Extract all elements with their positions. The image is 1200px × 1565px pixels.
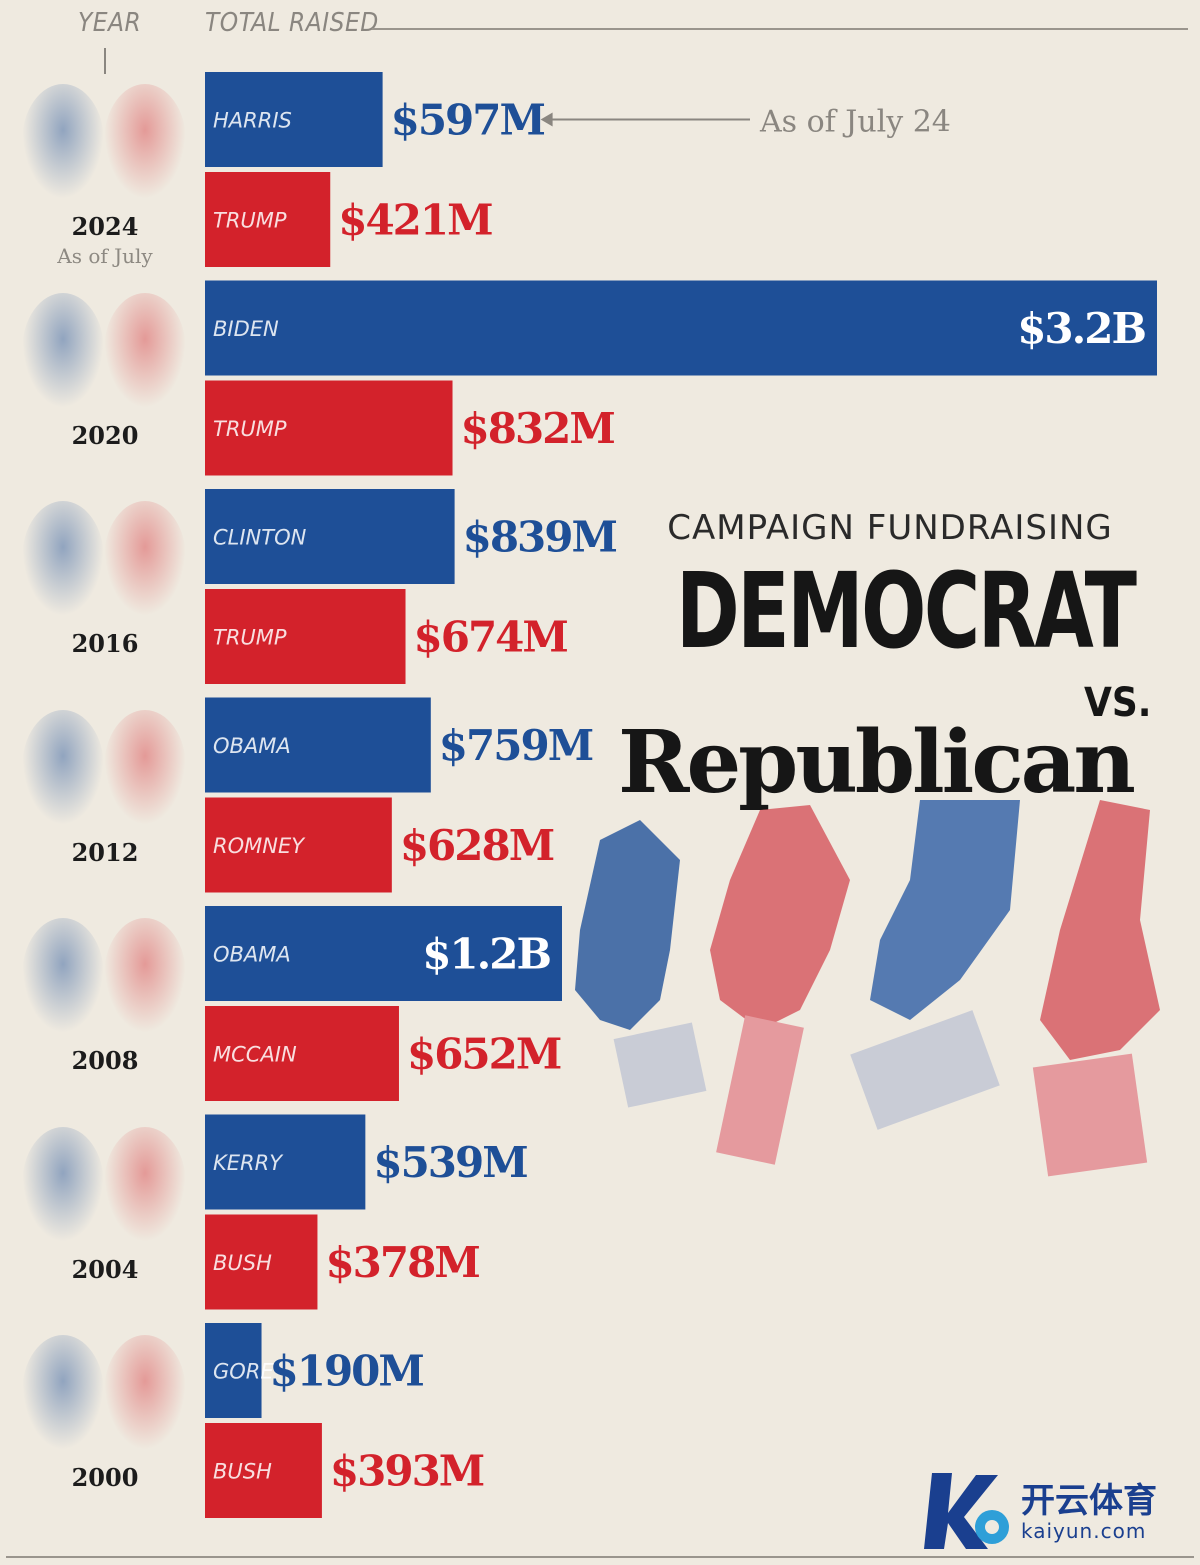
portrait-rep-2020 [104, 292, 186, 408]
title-vs: VS. [1084, 680, 1152, 726]
bar-rep-2008 [205, 1006, 399, 1101]
year-tick [104, 48, 106, 74]
value-label-rep-2004: $378M [325, 1238, 479, 1287]
hands-with-money-illustration [575, 800, 1160, 1177]
value-label-dem-2020: $3.2B [1017, 304, 1145, 353]
candidate-label-rep-2024: TRUMP [213, 209, 287, 233]
bar-dem-2008 [205, 906, 562, 1001]
bar-dem-2016 [205, 489, 455, 584]
portrait-rep-2000 [104, 1335, 186, 1450]
value-label-rep-2012: $628M [400, 821, 554, 870]
year-label-2012: 2012 [71, 837, 139, 867]
portrait-rep-2024 [104, 84, 186, 199]
value-label-dem-2012: $759M [439, 721, 593, 770]
portrait-dem-2004 [22, 1126, 104, 1242]
header-rule [372, 28, 1188, 30]
bar-dem-2012 [205, 697, 431, 793]
candidate-label-rep-2012: ROMNEY [213, 834, 306, 858]
year-label-2024: 2024 [71, 212, 139, 241]
bar-rep-2024 [205, 172, 331, 267]
title-republican: Republican [618, 712, 1136, 813]
title-block: CAMPAIGN FUNDRAISING DEMOCRAT VS. Republ… [600, 508, 1180, 813]
bar-dem-2004 [205, 1114, 366, 1210]
candidate-label-rep-2016: TRUMP [213, 626, 287, 650]
year-label-2008: 2008 [71, 1046, 139, 1075]
watermark: 开云体育 kaiyun.com [918, 1465, 1198, 1555]
portrait-dem-2016 [22, 501, 104, 616]
title-subtitle: CAMPAIGN FUNDRAISING [667, 508, 1113, 548]
portrait-dem-2000 [22, 1335, 104, 1450]
value-label-rep-2020: $832M [461, 404, 615, 453]
bar-rep-2016 [205, 589, 406, 684]
portrait-dem-2012 [22, 709, 104, 825]
portrait-rep-2004 [104, 1126, 186, 1242]
portrait-dem-2008 [22, 918, 104, 1033]
title-democrat: DEMOCRAT [676, 550, 1137, 672]
value-label-dem-2008: $1.2B [422, 930, 550, 979]
year-label-2004: 2004 [71, 1254, 139, 1284]
candidate-label-dem-2000: GORE [213, 1360, 274, 1384]
bar-dem-2024 [205, 72, 383, 167]
candidate-label-rep-2008: MCCAIN [213, 1043, 297, 1067]
value-label-dem-2024: $597M [391, 96, 545, 145]
year-2024-note: As of July [57, 244, 153, 268]
value-label-dem-2000: $190M [270, 1347, 424, 1396]
candidate-label-rep-2004: BUSH [213, 1251, 272, 1275]
bottom-rule [6, 1556, 1194, 1558]
candidate-label-rep-2000: BUSH [213, 1460, 272, 1484]
total-raised-column-header: TOTAL RAISED [205, 8, 379, 38]
bar-rep-2004 [205, 1214, 318, 1310]
year-label-2000: 2000 [71, 1463, 139, 1492]
watermark-url: kaiyun.com [1021, 1519, 1147, 1543]
portrait-dem-2024 [22, 84, 104, 199]
candidate-label-dem-2020: BIDEN [213, 317, 279, 341]
value-label-rep-2000: $393M [330, 1447, 484, 1496]
bar-rep-2020 [205, 380, 453, 476]
value-label-rep-2008: $652M [407, 1030, 561, 1079]
annotation-harris-note: As of July 24 [759, 105, 951, 140]
portrait-dem-2020 [22, 292, 104, 408]
candidate-label-rep-2020: TRUMP [213, 417, 287, 441]
year-column-header: YEAR [78, 8, 142, 38]
bar-rep-2000 [205, 1423, 322, 1518]
year-label-2020: 2020 [71, 420, 139, 450]
portrait-rep-2012 [104, 709, 186, 825]
candidate-label-dem-2024: HARRIS [213, 109, 292, 133]
value-label-dem-2016: $839M [463, 513, 617, 562]
candidate-label-dem-2016: CLINTON [213, 526, 307, 550]
candidate-label-dem-2012: OBAMA [213, 734, 291, 758]
value-label-rep-2024: $421M [338, 196, 492, 245]
year-label-2016: 2016 [71, 629, 139, 658]
candidate-label-dem-2008: OBAMA [213, 943, 291, 967]
value-label-dem-2004: $539M [373, 1138, 527, 1187]
bar-dem-2020 [205, 280, 1157, 376]
bar-rep-2012 [205, 797, 392, 893]
annotation-arrow-head [540, 112, 553, 127]
portrait-rep-2008 [104, 918, 186, 1033]
watermark-logo-icon [924, 1473, 1009, 1549]
portrait-rep-2016 [104, 501, 186, 616]
bar-dem-2000 [205, 1323, 262, 1418]
value-label-rep-2016: $674M [414, 613, 568, 662]
watermark-text: 开云体育 [1021, 1481, 1157, 1521]
candidate-label-dem-2004: KERRY [213, 1151, 284, 1175]
